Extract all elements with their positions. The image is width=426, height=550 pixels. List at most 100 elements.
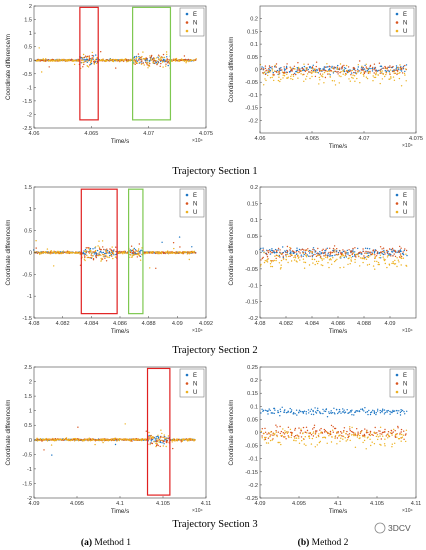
point-E (279, 408, 281, 410)
point-E (378, 252, 380, 255)
point-U (405, 440, 407, 443)
point-E (399, 249, 402, 251)
point-N (77, 426, 79, 428)
point-U (309, 71, 311, 73)
point-U (162, 66, 164, 68)
point-E (307, 409, 310, 411)
point-N (358, 252, 360, 254)
point-U (81, 59, 83, 62)
point-U (126, 61, 128, 63)
point-U (58, 60, 60, 62)
point-U (263, 439, 266, 441)
point-N (275, 251, 278, 253)
point-N (151, 442, 154, 445)
legend-label-E: E (403, 12, 407, 18)
point-U (278, 73, 280, 76)
point-U (394, 442, 396, 444)
point-N (373, 72, 375, 74)
point-U (161, 57, 164, 59)
point-U (343, 266, 345, 268)
point-U (357, 70, 359, 73)
point-E (334, 67, 337, 69)
point-U (131, 256, 133, 258)
point-U (323, 82, 325, 84)
point-U (164, 251, 167, 254)
point-U (310, 250, 312, 253)
y-tick-label: -0.1 (248, 93, 258, 99)
point-U (91, 51, 94, 54)
point-U (297, 77, 299, 79)
point-E (383, 409, 386, 411)
point-U (400, 85, 403, 87)
point-E (270, 249, 272, 252)
point-E (273, 251, 275, 253)
point-U (356, 436, 359, 438)
point-U (283, 75, 286, 77)
point-N (384, 428, 386, 431)
point-N (362, 248, 364, 250)
point-E (290, 409, 293, 411)
point-N (314, 253, 316, 256)
point-U (46, 440, 49, 442)
point-N (88, 247, 90, 249)
point-E (282, 256, 284, 259)
point-U (375, 74, 377, 76)
point-N (37, 438, 39, 440)
point-E (384, 70, 386, 72)
point-N (267, 437, 270, 439)
point-U (150, 252, 152, 254)
point-E (109, 254, 111, 257)
point-E (357, 247, 359, 250)
point-N (379, 246, 382, 248)
point-U (312, 432, 314, 435)
point-N (400, 428, 403, 431)
point-U (331, 263, 333, 265)
point-N (318, 68, 320, 71)
point-U (306, 432, 308, 434)
point-U (68, 438, 71, 441)
y-tick-label: -2 (27, 496, 32, 502)
point-U (380, 444, 382, 446)
point-U (75, 252, 78, 254)
point-U (353, 75, 356, 77)
point-N (286, 67, 288, 70)
x-tick-label: 4.08 (29, 321, 40, 327)
point-U (378, 257, 381, 259)
point-U (156, 251, 158, 253)
point-U (100, 254, 102, 257)
point-U (37, 439, 40, 441)
point-U (353, 434, 355, 437)
point-N (44, 60, 47, 62)
point-N (271, 260, 273, 262)
point-N (151, 54, 153, 57)
point-N (151, 58, 154, 61)
point-U (45, 59, 48, 61)
point-N (141, 60, 143, 63)
point-U (120, 60, 122, 62)
point-U (340, 437, 342, 439)
point-U (339, 267, 341, 269)
point-N (301, 67, 303, 70)
point-E (317, 409, 319, 412)
point-U (286, 253, 289, 255)
point-U (94, 249, 97, 252)
point-U (136, 253, 138, 256)
point-U (267, 442, 270, 444)
point-N (351, 253, 353, 255)
point-U (149, 55, 151, 57)
point-U (261, 437, 263, 439)
point-U (141, 439, 143, 442)
legend-label-E: E (193, 193, 197, 199)
point-U (57, 252, 60, 255)
point-U (142, 58, 144, 60)
point-U (398, 72, 400, 75)
point-U (266, 260, 268, 262)
point-U (282, 77, 284, 79)
point-E (327, 66, 329, 68)
point-E (392, 249, 395, 251)
point-N (83, 63, 85, 66)
charts-layer: 4.06 4.065 4.07 4.075-2.5-2-1.5-1-0.500.511… (5, 4, 423, 515)
y-tick-label: -0.1 (248, 457, 258, 463)
point-U (378, 263, 380, 266)
